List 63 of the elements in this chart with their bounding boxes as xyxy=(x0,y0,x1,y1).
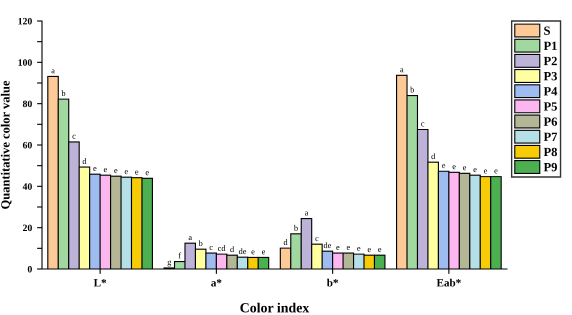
data-label: e xyxy=(442,164,446,168)
legend-label: P5 xyxy=(544,102,557,111)
data-label: e xyxy=(494,170,498,174)
legend-label: P9 xyxy=(544,162,557,172)
data-label: a xyxy=(400,68,404,72)
x-axis-title: Color index xyxy=(240,302,310,312)
data-label: d xyxy=(82,158,86,164)
data-label: e xyxy=(463,166,466,170)
data-label: e xyxy=(104,168,107,172)
data-label: c xyxy=(315,237,319,242)
legend-label: P7 xyxy=(544,132,558,141)
legend-label: P3 xyxy=(544,72,557,80)
data-label: e xyxy=(474,168,477,172)
data-label: c xyxy=(72,134,76,139)
data-label: e xyxy=(357,247,360,252)
data-label: a xyxy=(188,236,192,240)
data-label: d xyxy=(230,246,234,252)
legend-label: P6 xyxy=(544,117,558,126)
y-tick-label: 120 xyxy=(18,18,32,24)
data-label: e xyxy=(93,167,96,172)
data-label: f xyxy=(178,252,182,258)
data-label: de xyxy=(324,242,332,248)
data-label: b xyxy=(294,224,298,231)
y-tick-label: 40 xyxy=(22,183,32,190)
y-axis-title: Quantitative color value xyxy=(0,80,12,209)
data-label: e xyxy=(368,248,371,252)
data-label: e xyxy=(484,170,488,174)
x-tick-label: Eab* xyxy=(436,278,461,287)
data-label: e xyxy=(452,165,456,170)
data-label: d xyxy=(284,239,288,246)
data-label: a xyxy=(51,69,55,74)
data-label: g xyxy=(168,260,172,267)
data-label: d xyxy=(431,153,436,160)
x-tick-label: b* xyxy=(326,278,338,287)
data-label: c xyxy=(421,122,424,126)
x-tick-label: a* xyxy=(211,279,222,287)
y-tick-label: 20 xyxy=(22,224,32,232)
data-label: de xyxy=(238,248,246,254)
data-label: e xyxy=(262,250,266,254)
data-label: e xyxy=(336,246,340,250)
legend-label: P8 xyxy=(544,148,557,156)
legend-label: P4 xyxy=(544,87,558,96)
data-label: e xyxy=(346,246,350,250)
y-tick-label: 0 xyxy=(28,266,32,272)
legend-label: S xyxy=(544,26,550,35)
data-label: e xyxy=(251,250,255,254)
x-tick-label: L* xyxy=(94,279,106,286)
data-label: b xyxy=(410,86,414,93)
y-tick-label: 80 xyxy=(22,100,32,108)
data-label: c xyxy=(210,246,213,250)
data-label: e xyxy=(114,169,118,174)
data-label: e xyxy=(378,248,382,252)
legend-label: P1 xyxy=(544,42,557,50)
data-label: e xyxy=(124,170,128,174)
y-tick-label: 100 xyxy=(18,59,32,66)
data-label: cd xyxy=(218,245,226,252)
data-label: b xyxy=(61,90,66,96)
y-tick-label: 60 xyxy=(22,142,32,148)
data-label: e xyxy=(146,171,149,176)
data-label: e xyxy=(135,170,138,175)
legend-label: P2 xyxy=(544,56,557,66)
data-label: a xyxy=(304,212,308,216)
data-label: b xyxy=(198,240,202,246)
